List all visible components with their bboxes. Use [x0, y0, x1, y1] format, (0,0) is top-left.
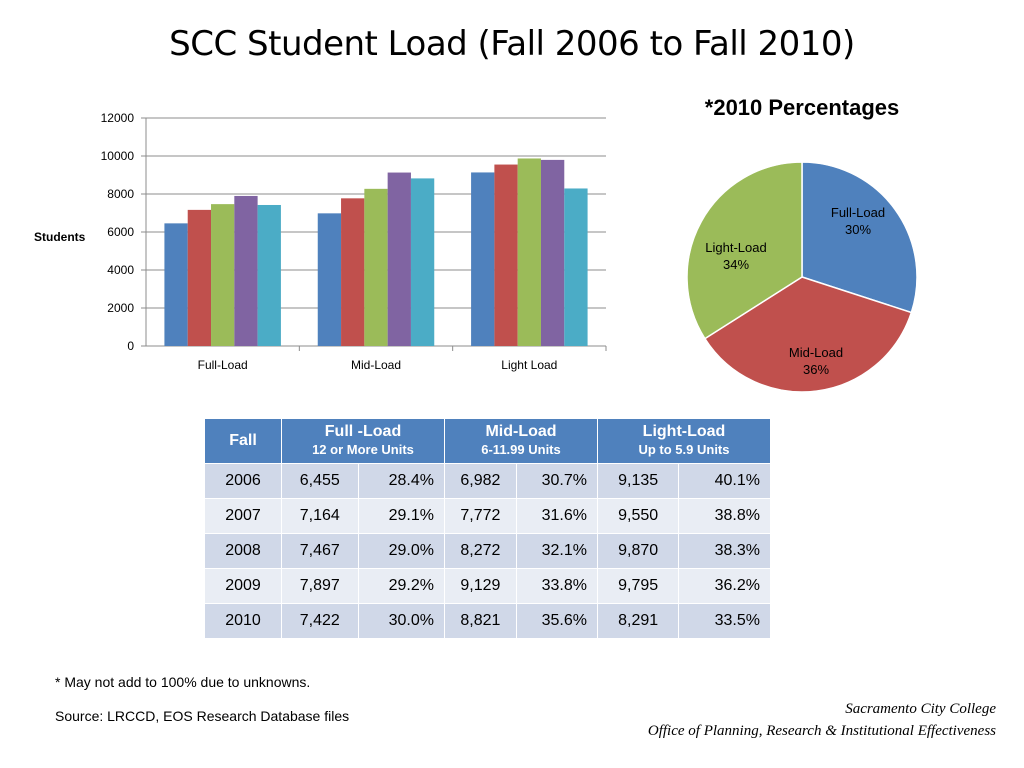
- header-mid-load-label: Mid-Load: [485, 423, 557, 440]
- table-cell: 2006: [204, 463, 282, 499]
- table-row: 2006 6,455 28.4% 6,982 30.7% 9,135 40.1%: [204, 463, 771, 499]
- table-row: 2007 7,164 29.1% 7,772 31.6% 9,550 38.8%: [204, 498, 771, 534]
- table-cell: 29.1%: [357, 498, 446, 534]
- pie-outline: [686, 161, 918, 393]
- x-tick-label: Light Load: [501, 358, 557, 372]
- pie-chart: *2010 Percentages Full-Load 30% Mid-Load 36%…: [686, 95, 918, 393]
- pie-slice-value: 34%: [723, 257, 749, 272]
- bar: [317, 213, 342, 346]
- table-cell: 7,772: [444, 498, 517, 534]
- table-cell: 8,272: [444, 533, 517, 569]
- table-cell: 33.8%: [515, 568, 599, 604]
- bar: [257, 204, 281, 346]
- header-mid-load: Mid-Load 6-11.99 Units: [444, 418, 598, 464]
- y-axis-label: Students: [34, 230, 86, 244]
- data-table: Fall Full -Load 12 or More Units Mid-Loa…: [204, 418, 771, 639]
- pie-slice-label: Mid-Load: [789, 345, 843, 360]
- pie-slice-label: Full-Load: [831, 205, 885, 220]
- table-cell: 2009: [204, 568, 282, 604]
- table-cell: 29.2%: [357, 568, 446, 604]
- header-light-load-sub: Up to 5.9 Units: [638, 442, 730, 457]
- table-row: 2009 7,897 29.2% 9,129 33.8% 9,795 36.2%: [204, 568, 771, 604]
- pie-slice-value: 30%: [845, 222, 871, 237]
- table-cell: 7,422: [281, 603, 359, 639]
- table-cell: 2010: [204, 603, 282, 639]
- table-cell: 9,135: [596, 463, 680, 499]
- y-tick-label: 12000: [101, 111, 135, 125]
- header-fall: Fall: [204, 418, 282, 464]
- page-title: SCC Student Load (Fall 2006 to Fall 2010…: [169, 24, 855, 64]
- table-row: 2010 7,422 30.0% 8,821 35.6% 8,291 33.5%: [204, 603, 771, 639]
- header-full-load-label: Full -Load: [324, 423, 402, 440]
- org-name: Sacramento City College: [845, 701, 996, 717]
- bar: [164, 223, 188, 346]
- bar: [187, 209, 212, 346]
- table-cell: 28.4%: [357, 463, 446, 499]
- table-cell: 30.0%: [357, 603, 446, 639]
- y-tick-label: 2000: [107, 301, 134, 315]
- table-cell: 33.5%: [678, 603, 771, 639]
- table-row: 2008 7,467 29.0% 8,272 32.1% 9,870 38.3%: [204, 533, 771, 569]
- footnote: * May not add to 100% due to unknowns.: [55, 674, 311, 690]
- header-full-load: Full -Load 12 or More Units: [281, 418, 445, 464]
- bar-chart: 0 2000 4000 6000 8000 10000 12000 Students Full-…: [34, 111, 607, 372]
- source-note: Source: LRCCD, EOS Research Database fil…: [55, 708, 350, 724]
- organization-credit: Sacramento City College Office of Planni…: [648, 698, 996, 742]
- table-cell: 8,821: [444, 603, 517, 639]
- table-cell: 8,291: [596, 603, 680, 639]
- table-cell: 40.1%: [678, 463, 771, 499]
- table-cell: 7,897: [281, 568, 359, 604]
- table-cell: 2007: [204, 498, 282, 534]
- bar: [341, 198, 365, 346]
- header-light-load-label: Light-Load: [642, 423, 726, 440]
- table-cell: 29.0%: [357, 533, 446, 569]
- bar: [494, 164, 518, 346]
- header-full-load-sub: 12 or More Units: [312, 442, 414, 457]
- table-cell: 31.6%: [515, 498, 599, 534]
- bar: [364, 188, 388, 346]
- table-cell: 32.1%: [515, 533, 599, 569]
- y-tick-label: 6000: [107, 225, 134, 239]
- table-cell: 9,795: [596, 568, 680, 604]
- header-mid-load-sub: 6-11.99 Units: [481, 442, 561, 457]
- table-cell: 9,870: [596, 533, 680, 569]
- pie-title: *2010 Percentages: [705, 95, 899, 120]
- bar: [517, 158, 541, 346]
- table-cell: 30.7%: [515, 463, 599, 499]
- pie-slice-value: 36%: [803, 362, 829, 377]
- org-office: Office of Planning, Research & Instituti…: [647, 723, 996, 739]
- bar: [564, 188, 588, 346]
- y-tick-label: 0: [127, 339, 134, 353]
- bar: [387, 172, 411, 346]
- bar: [234, 195, 258, 346]
- table-cell: 6,455: [281, 463, 359, 499]
- bar: [410, 178, 435, 346]
- x-tick-label: Mid-Load: [351, 358, 401, 372]
- table-cell: 7,467: [281, 533, 359, 569]
- x-tick-label: Full-Load: [198, 358, 248, 372]
- y-tick-label: 8000: [107, 187, 134, 201]
- table-cell: 6,982: [444, 463, 517, 499]
- table-cell: 38.8%: [678, 498, 771, 534]
- bar: [540, 159, 565, 346]
- table-cell: 36.2%: [678, 568, 771, 604]
- bar: [211, 204, 235, 346]
- header-light-load: Light-Load Up to 5.9 Units: [597, 418, 771, 464]
- y-tick-label: 10000: [101, 149, 135, 163]
- table-body: 2006 6,455 28.4% 6,982 30.7% 9,135 40.1% 2007 7,…: [204, 463, 771, 639]
- table-cell: 9,550: [596, 498, 680, 534]
- y-tick-label: 4000: [107, 263, 134, 277]
- table-cell: 9,129: [444, 568, 517, 604]
- table-cell: 35.6%: [515, 603, 599, 639]
- pie-slice-label: Light-Load: [705, 240, 766, 255]
- table-cell: 2008: [204, 533, 282, 569]
- table-cell: 38.3%: [678, 533, 771, 569]
- bar: [471, 172, 495, 346]
- table-cell: 7,164: [281, 498, 359, 534]
